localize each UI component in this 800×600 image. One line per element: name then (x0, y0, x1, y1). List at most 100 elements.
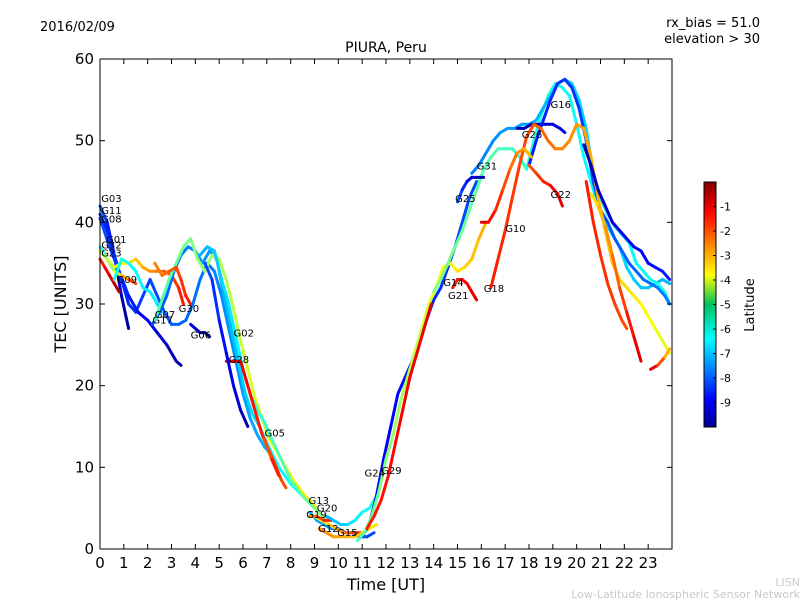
series-G11-segment (241, 392, 252, 420)
y-tick-label: 30 (75, 295, 94, 313)
series-G07-segment (239, 339, 250, 371)
series-G16-segment (613, 237, 624, 253)
series-G22b (589, 192, 643, 363)
series-G19b (649, 347, 672, 371)
x-tick-label: 0 (95, 554, 105, 572)
series-G22-segment (556, 192, 564, 208)
satellite-label-G18: G18 (484, 284, 504, 295)
series-G27-segment (606, 282, 617, 306)
series-G29b-segment (394, 408, 405, 445)
series-G29b-segment (415, 327, 426, 355)
series-G16-segment (527, 139, 538, 167)
series-G28-segment (279, 478, 288, 490)
series-G13-segment (365, 531, 376, 539)
y-tick-label: 60 (75, 50, 94, 68)
series-G10-segment (632, 294, 643, 306)
series-G02-segment (313, 506, 328, 522)
series-G02-segment (220, 278, 231, 306)
series-G17-segment (165, 269, 176, 298)
series-G07-segment (196, 257, 207, 273)
series-G22b-segment (596, 204, 607, 228)
series-G25-segment (460, 180, 469, 192)
series-G22b-segment (625, 310, 636, 339)
series-G07-segment (153, 298, 164, 322)
series-G24-segment (460, 196, 471, 224)
series-G05 (263, 437, 281, 477)
series-G29b-segment (422, 302, 433, 330)
series-G10-segment (639, 302, 650, 318)
x-tick-label: 1 (119, 554, 129, 572)
series-G18-segment (501, 167, 512, 192)
series-G07-segment (246, 367, 257, 400)
satellite-label-G15: G15 (337, 528, 357, 539)
x-tick-label: 23 (639, 554, 658, 572)
series-G05-segment (232, 384, 243, 412)
series-G18-segment (494, 188, 505, 212)
series-G23-segment (103, 265, 111, 277)
x-axis-label: Time [UT] (346, 575, 425, 594)
series-layer (98, 77, 672, 543)
series-G10-segment (560, 139, 571, 151)
x-tick-label: 17 (496, 554, 515, 572)
x-tick-label: 10 (329, 554, 348, 572)
colorbar-ticks: -1 -2 -3 -4 -5 -6 -7 -8 -9 (713, 201, 731, 410)
x-tick-label: 5 (214, 554, 224, 572)
series-G31-segment (541, 94, 552, 110)
lisn-watermark: LISN (775, 576, 800, 589)
series-G10-segment (646, 314, 657, 330)
series-G29-segment (398, 376, 409, 404)
series-G08-segment (127, 294, 140, 314)
series-G23-segment (108, 273, 116, 286)
series-G08-segment (136, 310, 150, 322)
series-G16-segment (627, 261, 638, 273)
x-tick-label: 18 (519, 554, 538, 572)
chart-title: PIURA, Peru (345, 40, 427, 56)
series-G16-segment (620, 249, 631, 265)
colorbar-tick-label: -4 (720, 274, 731, 287)
series-G05-segment (217, 318, 228, 355)
series-G16-segment (663, 294, 672, 306)
series-G16-segment (563, 77, 574, 90)
series-G14-segment (575, 122, 586, 159)
series-G11-segment (227, 327, 238, 363)
series-G16-segment (549, 82, 560, 102)
x-tick-label: 14 (424, 554, 443, 572)
series-G31-segment (477, 151, 488, 167)
series-G07-segment (217, 257, 228, 281)
series-G31-segment (570, 82, 581, 102)
series-G31-segment (491, 131, 502, 143)
series-G04-segment (639, 249, 650, 265)
series-G29b (365, 302, 433, 531)
series-G10-segment (582, 126, 593, 159)
series-G14-segment (467, 188, 479, 212)
satellite-label-G06: G06 (191, 330, 211, 341)
series-G29-segment (477, 220, 488, 241)
series-G05-segment (263, 437, 274, 461)
series-G11-segment (255, 433, 266, 449)
satellite-label-G28: G28 (229, 355, 249, 366)
x-tick-label: 2 (143, 554, 153, 572)
series-G02-segment (255, 408, 266, 424)
series-G07-segment (224, 278, 235, 310)
satellite-label-G12: G12 (318, 524, 338, 535)
series-G27 (584, 180, 629, 330)
series-G27-segment (591, 220, 602, 257)
series-G10-segment (510, 163, 521, 200)
series-G31-segment (484, 139, 495, 155)
series-G24-segment (389, 392, 400, 428)
y-tick-label: 20 (75, 377, 94, 395)
series-G09-segment (127, 261, 138, 273)
colorbar-tick-label: -3 (720, 250, 731, 263)
series-G05-segment (239, 408, 250, 428)
satellite-label-G08: G08 (101, 214, 121, 225)
date-label: 2016/02/09 (40, 20, 115, 35)
series-G25 (456, 175, 486, 204)
series-G32-segment (177, 286, 185, 306)
x-tick-label: 9 (310, 554, 320, 572)
series-G14-segment (446, 245, 457, 265)
series-G22-segment (549, 184, 560, 196)
satellite-label-G01: G01 (106, 235, 126, 246)
series-G03-segment (98, 204, 109, 224)
satellite-label-G03: G03 (101, 194, 121, 205)
series-G31-segment (577, 98, 588, 130)
